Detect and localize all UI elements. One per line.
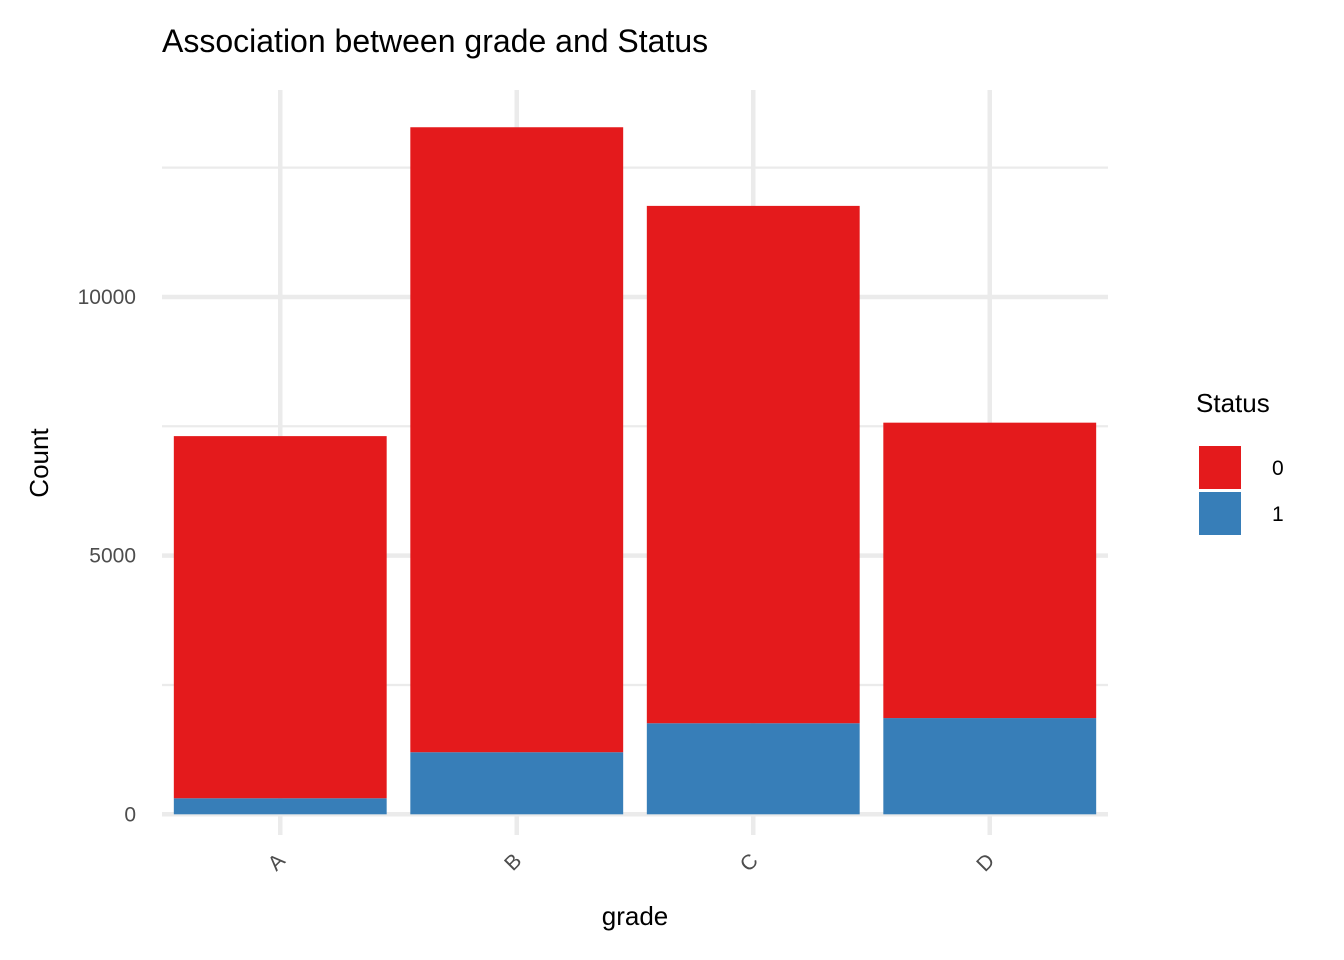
legend: Status 0 1: [1196, 388, 1284, 535]
bar-A-status-0: [173, 436, 387, 799]
y-tick-label: 10000: [78, 286, 136, 309]
chart-title: Association between grade and Status: [162, 23, 708, 59]
legend-label-0: 0: [1272, 457, 1284, 480]
bar-C-status-1: [646, 723, 860, 815]
x-axis-title: grade: [602, 901, 669, 931]
x-tick-label: A: [264, 849, 290, 875]
bar-A-status-1: [173, 798, 387, 815]
bar-D-status-1: [883, 718, 1097, 815]
legend-key-0: [1199, 446, 1241, 489]
legend-title: Status: [1196, 388, 1270, 418]
x-tick-label: D: [972, 849, 999, 876]
y-axis-title: Count: [24, 428, 54, 498]
bars: [173, 127, 1097, 815]
bar-C-status-0: [646, 205, 860, 724]
legend-label-1: 1: [1272, 503, 1284, 526]
legend-key-1: [1199, 492, 1241, 535]
x-axis-ticks: A B C D: [264, 849, 1000, 876]
y-tick-label: 0: [124, 803, 136, 826]
y-axis-ticks: 0 5000 10000: [78, 286, 136, 826]
x-tick-label: B: [500, 849, 526, 875]
y-tick-label: 5000: [89, 545, 136, 568]
bar-B-status-1: [410, 752, 624, 815]
bar-D-status-0: [883, 422, 1097, 719]
bar-B-status-0: [410, 127, 624, 753]
x-tick-label: C: [736, 849, 763, 876]
